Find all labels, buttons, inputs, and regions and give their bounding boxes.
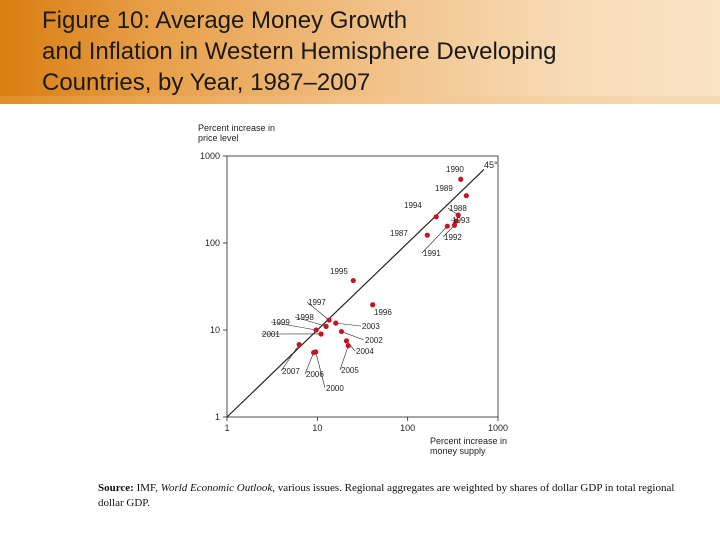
title-band: [0, 0, 720, 104]
data-point: [343, 338, 350, 344]
leader-line: [270, 321, 317, 331]
data-point: [433, 214, 439, 220]
point-label: 1987: [390, 229, 408, 238]
y-axis-label: Percent increase in price level: [198, 123, 275, 143]
point-label: 2005: [341, 366, 359, 375]
point-label: 1992: [444, 233, 462, 242]
point-label: 2001: [262, 330, 280, 339]
data-point: [296, 341, 302, 348]
data-point: [444, 223, 450, 229]
data-point: [458, 176, 464, 182]
x-tick-label: 10: [312, 423, 322, 433]
data-point: [350, 277, 356, 284]
point-label: 2004: [356, 347, 374, 356]
source-pre: IMF,: [133, 482, 161, 494]
leader-line: [341, 331, 365, 341]
point-label: 1990: [446, 165, 464, 174]
point-label: 2000: [326, 384, 344, 393]
data-point: [338, 328, 345, 335]
data-point: [453, 218, 459, 224]
point-label: 1999: [272, 318, 290, 327]
data-point: [313, 327, 319, 333]
y-tick-label: 1000: [200, 151, 220, 161]
data-point: [345, 343, 351, 349]
line-45-degree: [226, 169, 485, 418]
leader-line: [304, 352, 314, 375]
data-point: [318, 331, 324, 337]
leader-line: [421, 225, 448, 254]
point-label: 2003: [362, 322, 380, 331]
data-point: [424, 232, 430, 238]
leader-line: [339, 345, 349, 371]
data-points: [296, 176, 469, 356]
point-label: 1995: [330, 267, 348, 276]
point-label: 2007: [282, 367, 300, 376]
x-axis-label: Percent increase in money supply: [430, 436, 507, 456]
y-tick-label: 10: [210, 325, 220, 335]
point-label: 2002: [365, 336, 383, 345]
title-rule: [0, 96, 720, 104]
point-label: 1991: [423, 249, 441, 258]
leader-line: [280, 344, 300, 372]
axis-ticks: 1 10 100 1000 1 10 100 1000: [200, 151, 508, 433]
plot-frame: 45°: [226, 155, 499, 418]
leader-line: [315, 351, 326, 389]
point-label: 1997: [308, 298, 326, 307]
point-label: 1988: [449, 204, 467, 213]
data-point: [326, 317, 332, 323]
leader-line: [335, 322, 362, 327]
slide-title: Figure 10: Average Money Growth and Infl…: [42, 7, 557, 96]
source-publication: World Economic Outlook: [160, 482, 273, 494]
point-label: 1996: [374, 308, 392, 317]
source-note: Source: IMF, World Economic Outlook, var…: [98, 481, 698, 511]
data-point: [451, 222, 458, 228]
y-tick-label: 100: [205, 238, 220, 248]
y-tick-label: 1: [215, 412, 220, 422]
source-label: Source:: [98, 482, 134, 494]
point-label: 1989: [435, 184, 453, 193]
x-tick-label: 1: [224, 423, 229, 433]
leader-line: [442, 225, 455, 238]
x-tick-label: 1000: [488, 423, 508, 433]
x-tick-label: 100: [400, 423, 415, 433]
point-label: 1993: [452, 216, 470, 225]
point-label: 2006: [306, 370, 324, 379]
data-point: [333, 320, 339, 326]
data-point: [463, 193, 469, 199]
point-label: 1998: [296, 313, 314, 322]
data-point: [455, 212, 461, 218]
data-point: [323, 323, 329, 329]
leader-line: [306, 301, 330, 321]
axis-labels: Percent increase in price level Percent in…: [198, 123, 507, 456]
line-45-label: 45°: [484, 160, 498, 170]
point-label: 1994: [404, 201, 422, 210]
source-text: , various issues. Regional aggregates ar…: [98, 482, 675, 509]
data-point: [311, 349, 317, 356]
plot-border: [226, 155, 499, 418]
data-point: [370, 302, 376, 308]
leader-line: [294, 316, 327, 327]
scatter-chart: 45° 1 10 100 1000 1 10 100 1000 Percent increas…: [198, 123, 508, 456]
